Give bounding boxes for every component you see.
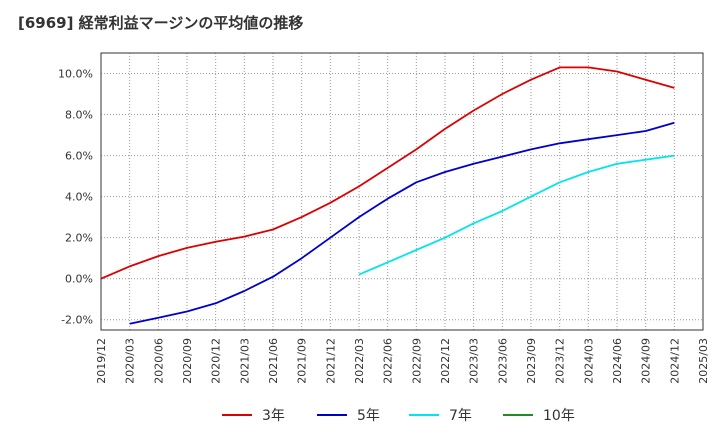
x-tick-label: 2024/12	[668, 338, 681, 384]
x-tick-label: 2022/06	[382, 338, 395, 384]
y-tick-label: 2.0%	[65, 232, 93, 245]
series-line-5年	[129, 121, 675, 325]
x-axis-ticks: 2019/12 2020/03 2020/06 2020/09 2020/12 2021/…	[95, 338, 710, 384]
x-tick-label: 2022/12	[439, 338, 452, 384]
x-tick-label: 2023/12	[554, 338, 567, 384]
plot-frame	[100, 52, 704, 331]
series-line-3年	[100, 66, 675, 280]
x-tick-label: 2022/09	[410, 338, 423, 384]
y-tick-label: 6.0%	[65, 150, 93, 163]
legend-label: 10年	[543, 408, 575, 424]
x-tick-label: 2021/09	[296, 338, 309, 384]
legend-label: 5年	[357, 408, 380, 424]
x-tick-label: 2021/03	[238, 338, 251, 384]
y-tick-label: 4.0%	[65, 191, 93, 204]
x-tick-label: 2023/03	[468, 338, 481, 384]
y-tick-label: 0.0%	[65, 273, 93, 286]
x-tick-label: 2021/06	[267, 338, 280, 384]
series-line-7年	[358, 154, 675, 276]
x-tick-label: 2022/03	[353, 338, 366, 384]
x-tick-label: 2020/06	[152, 338, 165, 384]
y-axis-ticks: -2.0% 0.0% 2.0% 4.0% 6.0% 8.0% 10.0%	[58, 68, 93, 327]
legend-label: 7年	[449, 408, 472, 424]
grid	[101, 53, 703, 330]
x-tick-label: 2024/03	[582, 338, 595, 384]
series-lines	[100, 66, 675, 325]
x-tick-label: 2023/09	[525, 338, 538, 384]
x-tick-label: 2025/03	[697, 338, 710, 384]
x-tick-label: 2020/12	[210, 338, 223, 384]
x-tick-label: 2020/09	[181, 338, 194, 384]
y-tick-label: 8.0%	[65, 109, 93, 122]
legend-label: 3年	[262, 408, 285, 424]
y-tick-label: 10.0%	[58, 68, 93, 81]
x-tick-label: 2020/03	[124, 338, 137, 384]
y-tick-label: -2.0%	[61, 314, 93, 327]
x-tick-label: 2019/12	[95, 338, 108, 384]
x-tick-label: 2023/06	[496, 338, 509, 384]
x-tick-label: 2021/12	[324, 338, 337, 384]
x-tick-label: 2024/09	[640, 338, 653, 384]
legend: 3年 5年 7年 10年	[222, 408, 575, 424]
x-tick-label: 2024/06	[611, 338, 624, 384]
chart-title: [6969] 経常利益マージンの平均値の推移	[18, 14, 304, 32]
